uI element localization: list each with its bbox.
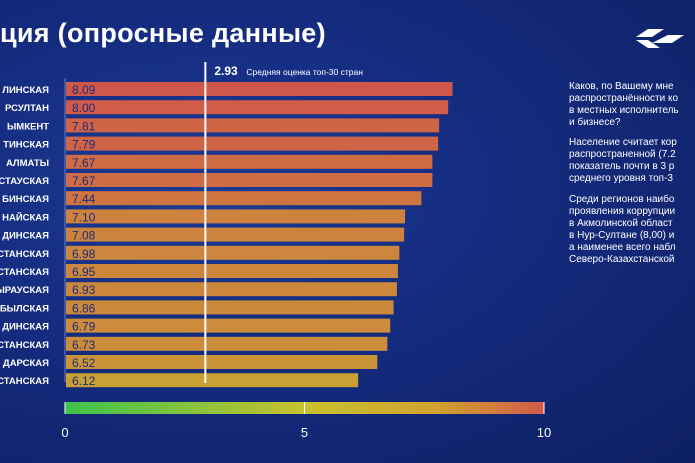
category-label: БЫЛСКАЯ (0, 303, 49, 314)
category-label: ДИНСКАЯ (2, 322, 49, 333)
bar (66, 118, 440, 133)
bar-value-label: 6.12 (72, 374, 96, 388)
side-note-regions: Среди регионов наибо проявления коррупции… (569, 194, 676, 265)
bar-value-label: 6.95 (72, 265, 96, 279)
side-note-population: Население считает кор распространенной (7… (569, 137, 677, 184)
colorbar-tick-label: 5 (301, 425, 308, 440)
category-label: АЛМАТЫ (6, 158, 49, 169)
bar (66, 355, 378, 369)
bar (66, 282, 397, 297)
category-label: БИНСКАЯ (2, 194, 49, 205)
reference-value: 2.93 (214, 64, 238, 78)
bar (66, 264, 398, 278)
bar (66, 336, 388, 351)
bar-value-label: 8.00 (72, 101, 96, 115)
logo-icon (636, 29, 684, 48)
bar-value-label: 7.08 (72, 229, 96, 243)
category-label: СТАУСКАЯ (0, 176, 49, 187)
category-label: ТИНСКАЯ (3, 140, 49, 151)
bar-value-label: 7.44 (72, 192, 96, 206)
bar (66, 209, 406, 224)
bar (66, 82, 453, 96)
category-label: ХСТАНСКАЯ (0, 267, 49, 278)
bar-value-label: 6.86 (72, 301, 96, 315)
bar-value-label: 6.73 (72, 338, 96, 352)
bar-value-label: 6.98 (72, 247, 96, 261)
category-label: ЫРАУСКАЯ (0, 285, 49, 296)
bar (66, 136, 439, 151)
page-title: ция (опросные данные) (0, 18, 326, 48)
bar (66, 191, 422, 206)
bar-value-label: 6.79 (72, 320, 96, 334)
bar (66, 300, 394, 315)
side-note-question: Каков, по Вашему мне распространённости к… (569, 81, 679, 128)
bar-value-label: 7.81 (72, 119, 96, 133)
bar (66, 100, 449, 115)
bar (66, 173, 433, 187)
bar-value-label: 7.67 (72, 174, 96, 188)
category-label: ДАРСКАЯ (3, 358, 49, 369)
category-label: ХСТАНСКАЯ (0, 340, 49, 351)
bar-value-label: 7.67 (72, 156, 96, 170)
bar-value-label: 7.10 (72, 210, 96, 224)
bar-value-label: 6.52 (72, 356, 96, 370)
bar (66, 245, 400, 260)
bar (66, 318, 391, 333)
bar-value-label: 6.93 (72, 283, 96, 297)
bar (66, 154, 433, 169)
category-label: ДИНСКАЯ (2, 231, 49, 242)
category-label: ХСТАНСКАЯ (0, 376, 49, 387)
category-label: ЛИНСКАЯ (2, 85, 49, 96)
bar-value-label: 8.09 (72, 83, 96, 97)
category-label: РСУЛТАН (5, 103, 49, 114)
bar-value-label: 7.79 (72, 138, 96, 152)
bar (66, 227, 405, 242)
category-label: НАЙСКАЯ (2, 211, 49, 223)
colorbar-tick-label: 10 (537, 425, 551, 440)
colorbar-tick-label: 0 (61, 425, 68, 440)
reference-label: Средняя оценка топ-30 стран (246, 67, 363, 77)
category-label: ХСТАНСКАЯ (0, 249, 49, 260)
category-label: ЫМКЕНТ (7, 121, 49, 132)
bar (66, 373, 359, 388)
